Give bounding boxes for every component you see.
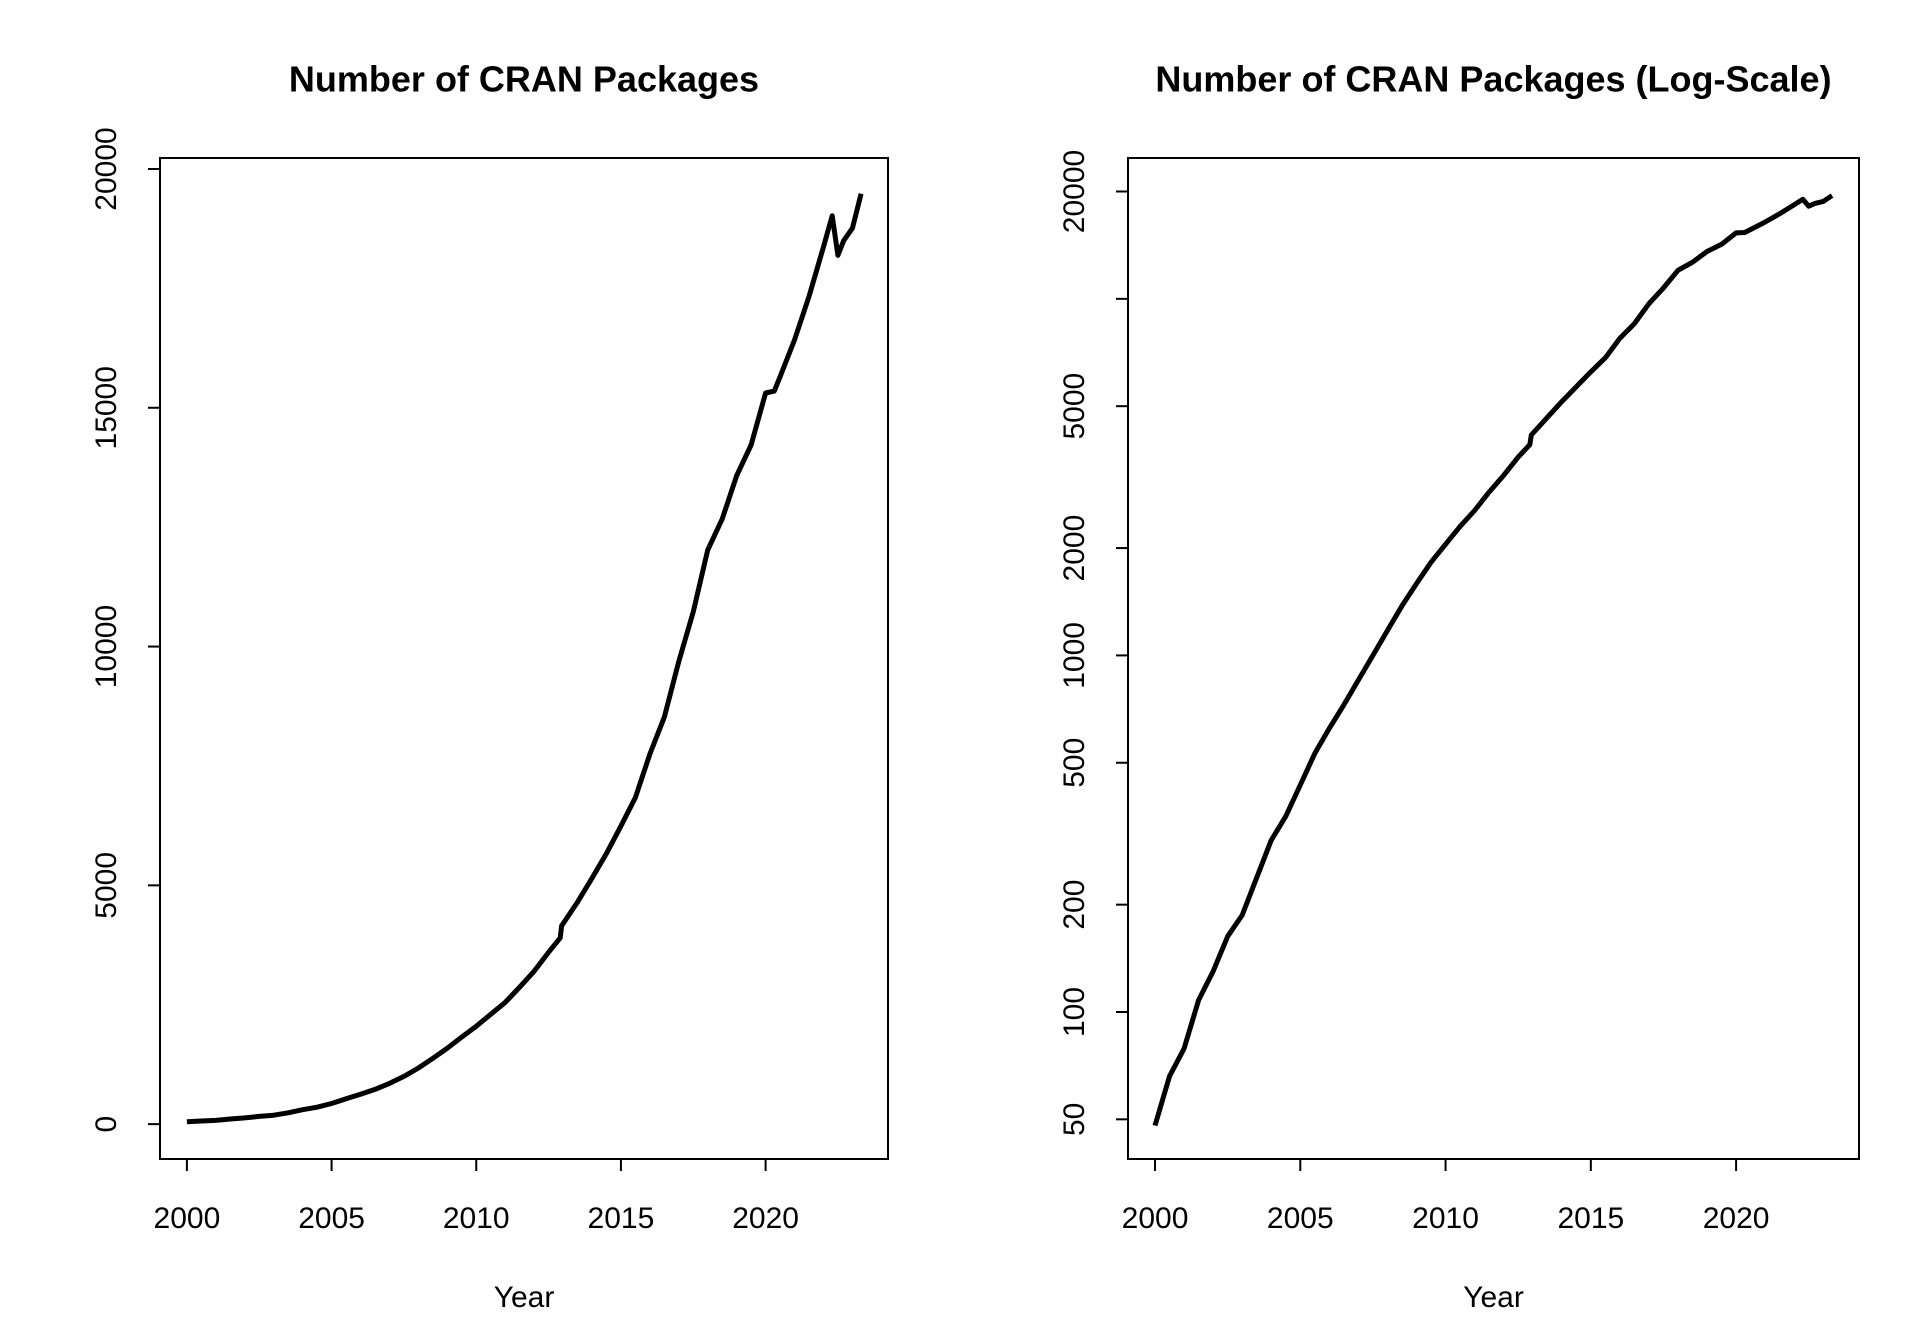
- x-tick-label: 2015: [588, 1202, 655, 1235]
- x-axis-label: Year: [494, 1281, 555, 1314]
- x-tick-label: 2020: [732, 1202, 799, 1235]
- y-tick-label: 200: [1058, 880, 1091, 930]
- y-tick-label: 20000: [1058, 150, 1091, 233]
- x-tick-label: 2015: [1557, 1202, 1624, 1235]
- x-axis-label: Year: [1463, 1281, 1524, 1314]
- y-tick-label: 5000: [1058, 373, 1091, 440]
- data-line: [1152, 193, 1834, 1127]
- x-tick-label: 2010: [1412, 1202, 1479, 1235]
- plot-frame: [1127, 157, 1860, 1160]
- x-tick-label: 2020: [1703, 1202, 1770, 1235]
- x-tick-label: 2010: [443, 1202, 510, 1235]
- y-tick-label: 0: [90, 1116, 123, 1133]
- y-tick-label: 20000: [90, 127, 123, 210]
- chart-title: Number of CRAN Packages: [289, 59, 759, 100]
- y-tick-label: 10000: [90, 605, 123, 688]
- y-tick-label: 500: [1058, 738, 1091, 788]
- y-tick-label: 100: [1058, 987, 1091, 1037]
- chart-title: Number of CRAN Packages (Log-Scale): [1155, 59, 1831, 100]
- y-tick-label: 1000: [1058, 622, 1091, 689]
- y-tick-label: 15000: [90, 366, 123, 449]
- y-tick-label: 2000: [1058, 515, 1091, 582]
- x-tick-label: 2000: [1122, 1202, 1189, 1235]
- y-tick-label: 5000: [90, 852, 123, 919]
- y-tick-label: 50: [1058, 1103, 1091, 1136]
- x-tick-label: 2005: [1267, 1202, 1334, 1235]
- plot-frame: [159, 157, 889, 1160]
- x-tick-label: 2005: [298, 1202, 365, 1235]
- data-line: [186, 193, 864, 1125]
- x-tick-label: 2000: [154, 1202, 221, 1235]
